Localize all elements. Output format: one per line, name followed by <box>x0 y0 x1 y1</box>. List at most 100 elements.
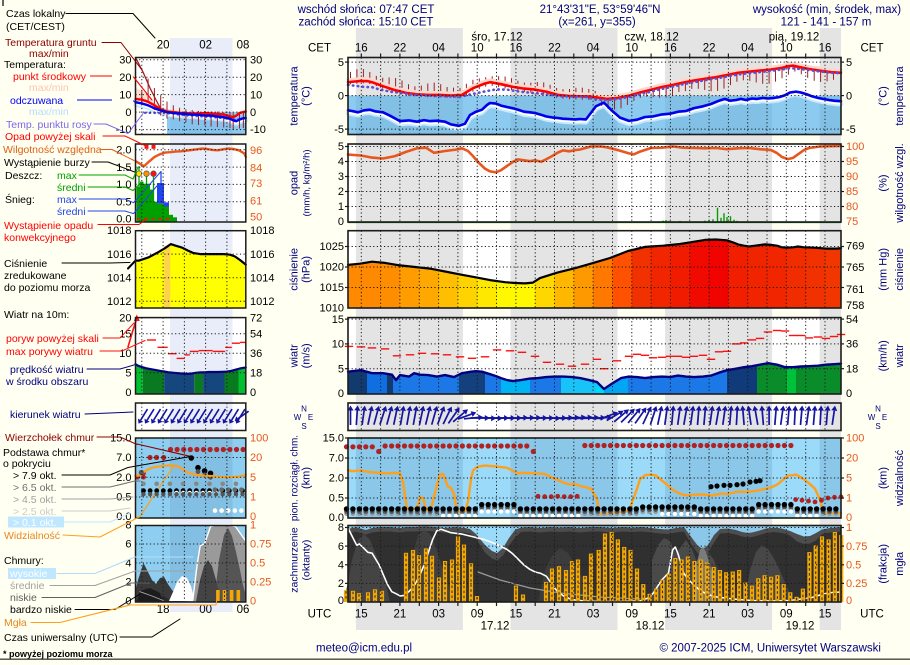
svg-text:> 7.9 okt.: > 7.9 okt. <box>13 470 57 482</box>
svg-text:8: 8 <box>125 520 131 532</box>
svg-text:0: 0 <box>338 388 344 400</box>
svg-text:Chmury:: Chmury: <box>4 555 44 567</box>
svg-text:761: 761 <box>846 284 864 296</box>
svg-text:769: 769 <box>846 240 864 252</box>
svg-text:5: 5 <box>250 472 256 484</box>
svg-text:-10: -10 <box>250 124 266 136</box>
svg-text:73: 73 <box>250 178 262 190</box>
svg-text:czw, 18.12: czw, 18.12 <box>624 32 678 44</box>
svg-text:S: S <box>301 422 306 431</box>
svg-text:zredukowane: zredukowane <box>4 270 67 282</box>
svg-text:80: 80 <box>846 201 858 213</box>
svg-text:CET: CET <box>308 43 331 55</box>
svg-text:(hPa): (hPa) <box>301 256 313 283</box>
svg-text:1: 1 <box>846 522 852 534</box>
svg-text:20: 20 <box>250 452 262 464</box>
svg-text:54: 54 <box>250 329 262 341</box>
svg-text:0.75: 0.75 <box>846 541 867 553</box>
svg-text:0: 0 <box>125 387 131 399</box>
svg-text:21°43'31"E, 53°59'46"N: 21°43'31"E, 53°59'46"N <box>540 4 661 16</box>
svg-text:04: 04 <box>432 43 445 55</box>
svg-text:06: 06 <box>237 604 250 616</box>
svg-text:-10: -10 <box>116 124 132 136</box>
svg-text:Podstawa chmur*: Podstawa chmur* <box>3 447 85 459</box>
svg-text:0: 0 <box>338 90 344 102</box>
svg-text:widzialność: widzialność <box>894 449 906 507</box>
svg-text:18: 18 <box>846 363 858 375</box>
svg-text:do poziomu morza: do poziomu morza <box>4 282 91 294</box>
svg-text:95: 95 <box>846 156 858 168</box>
svg-text:1015: 1015 <box>320 282 344 294</box>
svg-text:punkt środkowy: punkt środkowy <box>13 71 87 83</box>
svg-text:poryw powyżej skali: poryw powyżej skali <box>6 333 99 345</box>
svg-text:8: 8 <box>338 522 344 534</box>
svg-text:2: 2 <box>338 186 344 198</box>
svg-text:50: 50 <box>250 211 262 223</box>
svg-text:1: 1 <box>250 492 256 504</box>
svg-text:max/min: max/min <box>29 106 69 118</box>
svg-text:22: 22 <box>548 43 561 55</box>
svg-text:-5: -5 <box>334 124 344 136</box>
svg-text:temperatura: temperatura <box>289 65 301 125</box>
svg-text:średni: średni <box>57 182 86 194</box>
svg-text:0.75: 0.75 <box>250 539 271 551</box>
svg-text:0.0: 0.0 <box>329 512 344 524</box>
svg-text:bardzo niskie: bardzo niskie <box>10 604 72 616</box>
svg-text:5: 5 <box>338 141 344 153</box>
svg-text:max porywy wiatru: max porywy wiatru <box>6 346 93 358</box>
svg-text:max/min: max/min <box>29 48 69 60</box>
svg-text:1: 1 <box>846 493 852 505</box>
svg-text:S: S <box>875 422 880 431</box>
svg-text:90: 90 <box>846 171 858 183</box>
svg-text:00: 00 <box>199 604 212 616</box>
svg-text:mgła: mgła <box>894 551 906 576</box>
svg-text:16: 16 <box>355 43 368 55</box>
svg-text:1018: 1018 <box>250 225 274 237</box>
svg-text:> 0.1 okt.: > 0.1 okt. <box>13 517 57 529</box>
svg-text:1020: 1020 <box>320 262 344 274</box>
svg-text:Czas uniwersalny (UTC): Czas uniwersalny (UTC) <box>4 632 118 644</box>
svg-text:wiatr: wiatr <box>894 344 906 369</box>
svg-text:max/min: max/min <box>29 82 69 94</box>
svg-text:(°C): (°C) <box>301 86 313 106</box>
svg-text:10: 10 <box>119 89 131 101</box>
svg-text:02: 02 <box>199 40 212 52</box>
svg-text:1: 1 <box>250 520 256 532</box>
svg-text:2.0: 2.0 <box>329 473 344 485</box>
svg-text:Temp. punktu rosy: Temp. punktu rosy <box>6 119 93 131</box>
svg-text:0: 0 <box>338 595 344 607</box>
svg-text:1018: 1018 <box>107 225 131 237</box>
svg-text:22: 22 <box>394 43 407 55</box>
svg-text:1014: 1014 <box>107 272 131 284</box>
svg-text:średni: średni <box>57 206 86 218</box>
svg-text:17.12: 17.12 <box>481 621 510 633</box>
svg-text:84: 84 <box>250 162 262 174</box>
svg-text:08: 08 <box>237 40 250 52</box>
svg-text:85: 85 <box>846 186 858 198</box>
svg-text:N: N <box>875 405 881 414</box>
svg-text:CET: CET <box>861 43 884 55</box>
svg-text:54: 54 <box>846 314 858 326</box>
svg-text:6: 6 <box>125 539 131 551</box>
svg-text:2: 2 <box>125 577 131 589</box>
svg-text:1012: 1012 <box>250 296 274 308</box>
svg-text:1025: 1025 <box>320 241 344 253</box>
svg-text:(oktanty): (oktanty) <box>301 540 313 581</box>
svg-text:5: 5 <box>846 473 852 485</box>
svg-text:0: 0 <box>250 511 256 523</box>
svg-text:4: 4 <box>125 558 131 570</box>
svg-text:0: 0 <box>125 107 131 119</box>
svg-text:0.25: 0.25 <box>250 577 271 589</box>
svg-text:śro, 17.12: śro, 17.12 <box>471 32 522 44</box>
svg-text:15: 15 <box>510 609 523 621</box>
svg-text:-5: -5 <box>846 124 856 136</box>
svg-text:Wiatr na 10m:: Wiatr na 10m: <box>4 309 69 321</box>
svg-text:10: 10 <box>625 43 638 55</box>
svg-text:15: 15 <box>664 609 677 621</box>
svg-text:30: 30 <box>250 54 262 66</box>
svg-text:15.0: 15.0 <box>323 433 344 445</box>
svg-text:0.0: 0.0 <box>116 214 131 226</box>
svg-text:Czas lokalny: Czas lokalny <box>6 8 66 20</box>
svg-text:pią, 19.12: pią, 19.12 <box>769 32 820 44</box>
svg-text:UTC: UTC <box>860 609 884 621</box>
